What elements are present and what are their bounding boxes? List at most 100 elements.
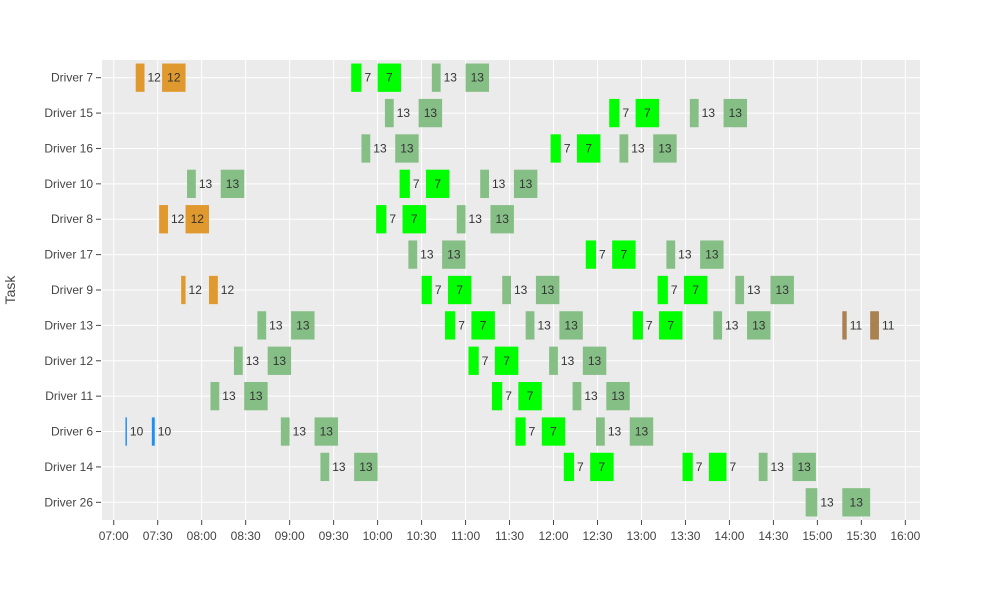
bar-label: 7: [505, 389, 512, 403]
x-tick-label: 14:00: [714, 529, 744, 543]
y-tick-label: Driver 26: [44, 495, 93, 509]
task-bar: [659, 311, 683, 340]
bar-label: 13: [226, 177, 240, 191]
task-bar: [842, 488, 871, 517]
x-tick-label: 08:00: [187, 529, 217, 543]
x-tick-label: 09:30: [319, 529, 349, 543]
task-bar: [244, 382, 268, 411]
bar-label: 13: [469, 212, 483, 226]
bar-label: 12: [148, 71, 162, 85]
task-bar: [376, 205, 387, 234]
task-bar: [585, 240, 597, 269]
bar-label: 13: [444, 71, 458, 85]
task-bar: [291, 311, 315, 340]
task-bar: [162, 63, 186, 92]
task-bar: [842, 311, 847, 340]
bar-label: 13: [269, 318, 283, 332]
bar-label: 7: [482, 354, 489, 368]
x-tick-label: 13:30: [670, 529, 700, 543]
bar-label: 7: [696, 460, 703, 474]
bar-label: 13: [199, 177, 213, 191]
task-bar: [590, 452, 614, 482]
bar-label: 13: [705, 248, 719, 262]
task-bar: [377, 63, 402, 92]
task-bar: [582, 346, 607, 375]
task-bar: [629, 417, 654, 446]
bar-label: 13: [541, 283, 555, 297]
bar-label: 12: [189, 283, 203, 297]
task-bar: [220, 169, 245, 198]
task-bar: [233, 346, 243, 375]
bar-label: 7: [413, 177, 420, 191]
task-bar: [351, 63, 362, 92]
bar-label: 13: [424, 106, 438, 120]
bar-label: 7: [480, 318, 487, 332]
task-bar: [515, 417, 526, 446]
x-tick-label: 15:00: [802, 529, 832, 543]
task-bar: [471, 311, 495, 340]
x-tick-label: 13:00: [626, 529, 656, 543]
task-bar: [125, 417, 127, 446]
bar-label: 7: [692, 283, 699, 297]
x-tick-label: 11:30: [495, 529, 524, 543]
task-bar: [456, 205, 466, 234]
bar-label: 13: [293, 425, 307, 439]
task-bar: [735, 275, 745, 305]
task-bar: [135, 63, 145, 92]
task-bar: [632, 311, 643, 340]
task-bar: [758, 452, 768, 482]
bar-label: 13: [635, 425, 649, 439]
bar-label: 13: [492, 177, 506, 191]
bar-label: 13: [359, 460, 373, 474]
bar-label: 13: [373, 141, 387, 155]
x-tick-label: 16:00: [890, 529, 920, 543]
bar-label: 13: [611, 389, 625, 403]
task-bar: [354, 452, 378, 482]
y-tick-label: Driver 10: [44, 177, 93, 191]
bar-label: 13: [608, 425, 622, 439]
y-tick-label: Driver 8: [51, 212, 93, 226]
bar-label: 13: [471, 71, 485, 85]
bar-label: 7: [435, 283, 442, 297]
bar-label: 13: [776, 283, 790, 297]
task-bar: [606, 382, 630, 411]
y-tick-label: Driver 9: [51, 283, 93, 297]
bar-label: 13: [658, 141, 672, 155]
x-tick-label: 12:30: [582, 529, 612, 543]
bar-label: 13: [584, 389, 598, 403]
y-tick-label: Driver 15: [44, 106, 93, 120]
bar-label: 13: [222, 389, 236, 403]
x-tick-label: 12:00: [538, 529, 568, 543]
task-bar: [320, 452, 330, 482]
task-bar: [402, 205, 426, 234]
task-bar: [185, 205, 210, 234]
bar-label: 7: [458, 318, 465, 332]
task-bar: [619, 134, 629, 163]
task-bar: [181, 275, 186, 305]
bar-label: 11: [882, 318, 895, 332]
bar-label: 7: [622, 106, 629, 120]
bar-label: 7: [503, 354, 510, 368]
bar-label: 10: [158, 425, 172, 439]
task-bar: [490, 205, 514, 234]
task-bar: [609, 98, 620, 128]
bar-label: 13: [496, 212, 510, 226]
bar-label: 12: [171, 212, 185, 226]
bar-label: 13: [729, 106, 743, 120]
task-bar: [708, 452, 727, 482]
bar-label: 7: [550, 425, 557, 439]
task-bar: [491, 382, 503, 411]
bar-label: 7: [527, 389, 534, 403]
task-bar: [159, 205, 168, 234]
bar-label: 7: [364, 71, 371, 85]
task-bar: [494, 346, 519, 375]
bar-label: 11: [850, 318, 863, 332]
bar-label: 12: [221, 283, 235, 297]
task-bar: [635, 98, 660, 128]
task-bar: [518, 382, 542, 411]
task-bar: [612, 240, 636, 269]
task-bar: [513, 169, 538, 198]
task-bar: [700, 240, 724, 269]
bar-label: 7: [456, 283, 463, 297]
